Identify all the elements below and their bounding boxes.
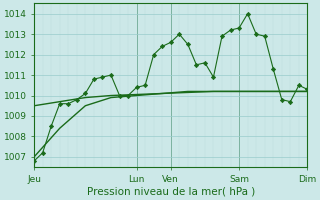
X-axis label: Pression niveau de la mer( hPa ): Pression niveau de la mer( hPa ) xyxy=(87,187,255,197)
